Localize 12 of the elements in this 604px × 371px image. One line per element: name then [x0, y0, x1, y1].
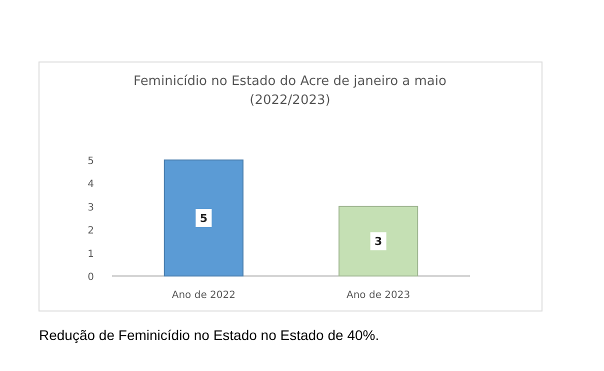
- y-tick-label: 1: [88, 248, 94, 260]
- y-tick-label: 0: [88, 272, 94, 283]
- y-tick-label: 2: [88, 226, 94, 237]
- y-tick-label: 4: [88, 179, 94, 190]
- x-tick-label: Ano de 2023: [346, 290, 410, 301]
- x-tick-label: Ano de 2022: [172, 290, 236, 301]
- data-label: 3: [374, 235, 382, 248]
- y-tick-label: 5: [88, 156, 94, 167]
- chart-title: Feminicídio no Estado do Acre de janeiro a maio (2022/2023): [134, 74, 446, 108]
- y-tick-label: 3: [88, 202, 94, 214]
- data-label: 5: [200, 212, 208, 225]
- text: Redução de Feminicídio no Estado no Estado de 40%.: [39, 327, 380, 343]
